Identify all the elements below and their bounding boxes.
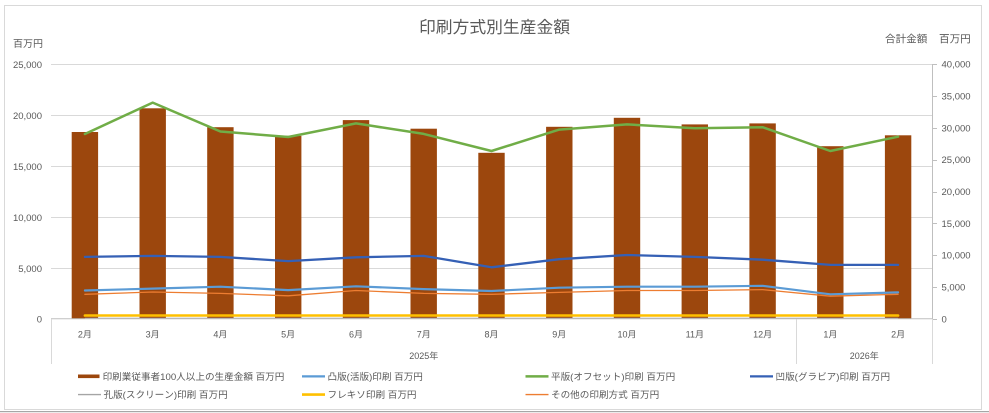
svg-text:百万円: 百万円 [13, 39, 43, 50]
svg-text:10,000: 10,000 [942, 251, 971, 262]
svg-text:5月: 5月 [281, 329, 295, 339]
svg-text:20,000: 20,000 [13, 111, 42, 122]
svg-text:凹版(グラビア)印刷 百万円: 凹版(グラビア)印刷 百万円 [776, 371, 891, 383]
svg-text:30,000: 30,000 [942, 123, 971, 134]
svg-text:4月: 4月 [213, 329, 227, 339]
svg-text:10,000: 10,000 [13, 213, 42, 224]
svg-text:10月: 10月 [618, 329, 637, 339]
svg-text:2月: 2月 [78, 329, 92, 339]
svg-text:2025年: 2025年 [409, 351, 438, 361]
svg-text:9月: 9月 [552, 329, 566, 339]
svg-text:3月: 3月 [146, 329, 160, 339]
svg-text:35,000: 35,000 [942, 91, 971, 102]
svg-text:孔版(スクリーン)印刷 百万円: 孔版(スクリーン)印刷 百万円 [104, 389, 228, 401]
svg-text:15,000: 15,000 [13, 162, 42, 173]
svg-text:百万円: 百万円 [939, 33, 971, 45]
svg-text:0: 0 [37, 314, 42, 325]
svg-text:2026年: 2026年 [850, 351, 879, 361]
svg-text:5,000: 5,000 [18, 264, 42, 275]
svg-text:25,000: 25,000 [13, 60, 42, 71]
svg-text:フレキソ印刷 百万円: フレキソ印刷 百万円 [328, 389, 417, 401]
svg-text:2月: 2月 [891, 329, 905, 339]
svg-text:15,000: 15,000 [942, 219, 971, 230]
svg-text:7月: 7月 [417, 329, 431, 339]
svg-text:20,000: 20,000 [942, 187, 971, 198]
svg-text:8月: 8月 [484, 329, 498, 339]
svg-text:1月: 1月 [823, 329, 837, 339]
svg-text:40,000: 40,000 [942, 60, 971, 71]
svg-text:印刷業従事者100人以上の生産金額 百万円: 印刷業従事者100人以上の生産金額 百万円 [103, 371, 285, 383]
svg-text:5,000: 5,000 [942, 283, 966, 294]
svg-text:12月: 12月 [753, 329, 772, 339]
svg-text:その他の印刷方式 百万円: その他の印刷方式 百万円 [551, 389, 659, 401]
svg-text:凸版(活版)印刷 百万円: 凸版(活版)印刷 百万円 [328, 371, 423, 383]
svg-text:6月: 6月 [349, 329, 363, 339]
svg-text:合計金額: 合計金額 [885, 33, 928, 45]
svg-text:0: 0 [942, 314, 947, 325]
svg-text:印刷方式別生産金額: 印刷方式別生産金額 [419, 18, 570, 37]
svg-text:11月: 11月 [686, 329, 704, 339]
svg-text:25,000: 25,000 [942, 155, 971, 166]
svg-text:平版(オフセット)印刷 百万円: 平版(オフセット)印刷 百万円 [551, 371, 675, 383]
